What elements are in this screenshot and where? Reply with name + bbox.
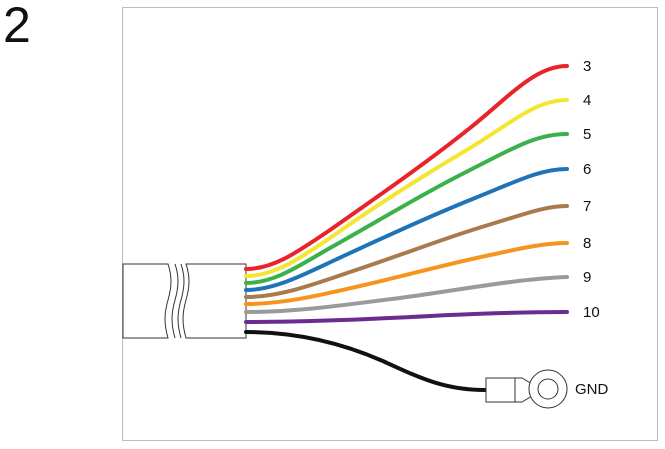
wire-8 bbox=[244, 241, 569, 306]
wire-10 bbox=[244, 310, 569, 324]
cable-break-line-left bbox=[171, 263, 179, 339]
wire-5 bbox=[244, 132, 569, 285]
wire-7 bbox=[244, 204, 569, 299]
cable-break-line-right bbox=[177, 263, 185, 339]
wire-4 bbox=[244, 98, 569, 278]
wire-label-8: 8 bbox=[583, 235, 591, 252]
wire-group bbox=[244, 64, 569, 324]
wire-label-4: 4 bbox=[583, 92, 591, 109]
wire-label-5: 5 bbox=[583, 126, 591, 143]
wire-3 bbox=[244, 64, 569, 271]
wire-label-9: 9 bbox=[583, 269, 591, 286]
cable-jacket-right bbox=[182, 263, 247, 339]
ring-terminal-hole bbox=[537, 378, 559, 400]
ground-wire bbox=[244, 330, 487, 392]
wire-label-3: 3 bbox=[583, 58, 591, 75]
wire-label-6: 6 bbox=[583, 161, 591, 178]
diagram-frame bbox=[122, 7, 658, 441]
ring-terminal bbox=[485, 369, 568, 409]
wire-6 bbox=[244, 167, 569, 292]
wire-label-7: 7 bbox=[583, 198, 591, 215]
ground-label: GND bbox=[575, 381, 609, 398]
cable-jacket-left bbox=[122, 263, 172, 339]
wire-label-10: 10 bbox=[583, 304, 600, 321]
step-number: 2 bbox=[3, 0, 31, 53]
wire-9 bbox=[244, 275, 569, 314]
ring-terminal-crimp bbox=[485, 377, 533, 403]
